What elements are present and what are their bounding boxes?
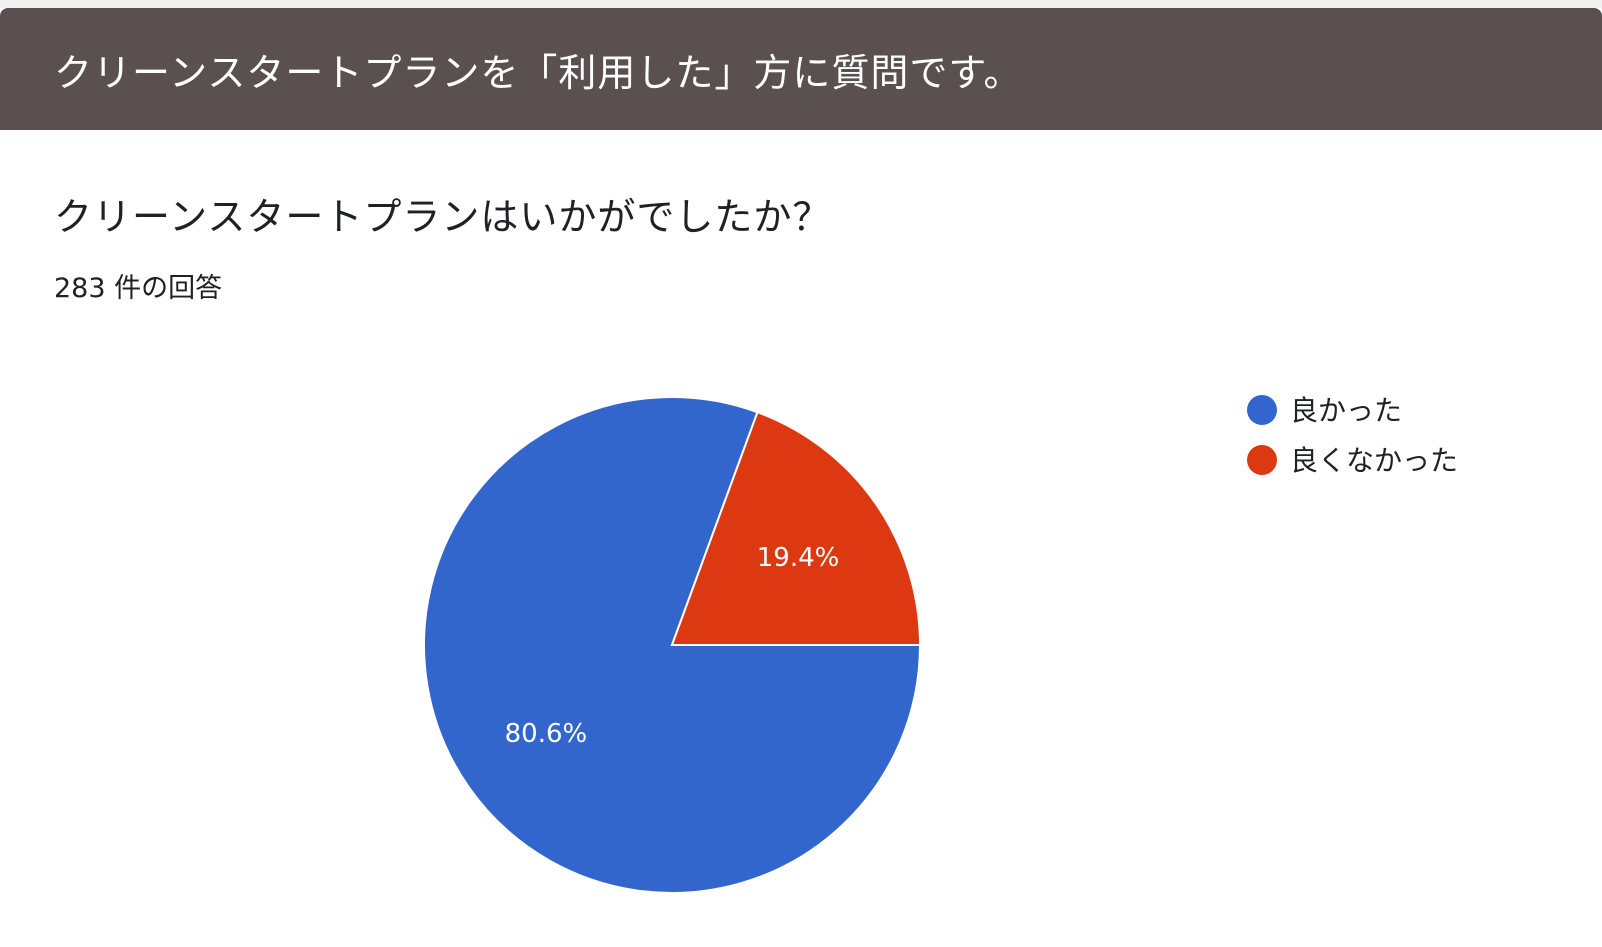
legend-swatch-2 — [1247, 445, 1277, 475]
response-count: 283 件の回答 — [54, 273, 223, 304]
pie-slice-2[interactable] — [670, 410, 922, 646]
pie-slice-labels: 80.6% 19.4% — [505, 543, 840, 749]
pie-slice-label-1: 80.6% — [505, 719, 588, 749]
section-header: クリーンスタートプランを「利用した」方に質問です。 — [0, 8, 1602, 130]
legend-swatch-1 — [1247, 395, 1277, 425]
top-strip — [0, 0, 1602, 8]
legend-label-2: 良くなかった — [1290, 444, 1458, 477]
section-title: クリーンスタートプランを「利用した」方に質問です。 — [54, 50, 1023, 95]
legend-label-1: 良かった — [1290, 394, 1402, 427]
legend-item-2[interactable]: 良くなかった — [1247, 444, 1458, 477]
question-title: クリーンスタートプランはいかがでしたか？ — [54, 195, 832, 239]
legend-item-1[interactable]: 良かった — [1247, 394, 1402, 427]
pie-slice-label-2: 19.4% — [757, 543, 840, 573]
pie-slices — [423, 396, 922, 894]
